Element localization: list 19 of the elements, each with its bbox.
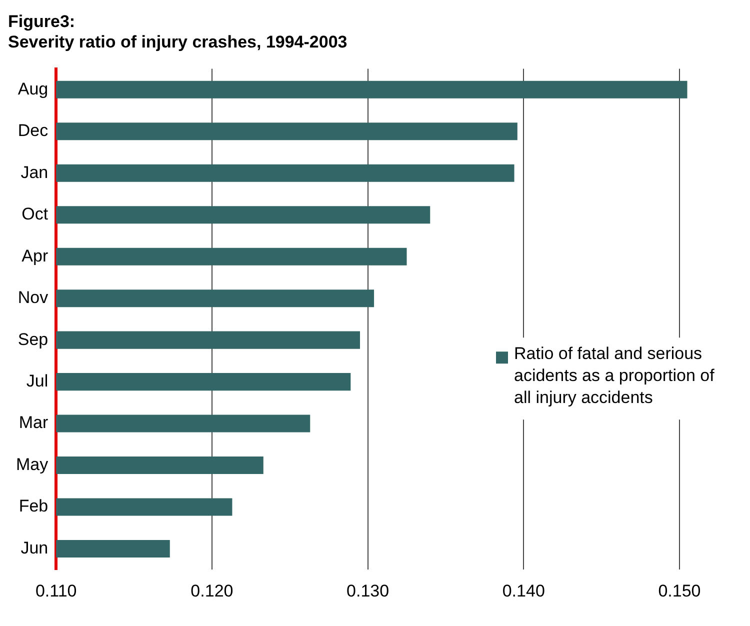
legend-label: Ratio of fatal and serious acidents as a proportion of all injury accidents: [514, 344, 715, 407]
x-tick-label: 0.130: [346, 581, 390, 600]
x-tick-label: 0.150: [658, 581, 701, 600]
y-tick-label: Jun: [20, 538, 48, 558]
x-tick-label: 0.120: [190, 581, 234, 600]
y-tick-label: Oct: [22, 204, 48, 224]
y-tick-label: Apr: [22, 246, 48, 266]
y-tick-label: Nov: [18, 288, 49, 308]
y-tick-label: Sep: [18, 330, 48, 349]
y-tick-label: Jul: [26, 371, 48, 390]
x-tick-label: 0.110: [35, 581, 77, 600]
y-tick-label: Mar: [18, 413, 48, 432]
chart-title: Figure3: Severity ratio of injury crashes, 1994-2003: [8, 12, 348, 52]
y-tick-label: May: [16, 454, 49, 474]
y-tick-label: Aug: [18, 79, 48, 98]
x-tick-label: 0.140: [502, 581, 545, 600]
y-tick-label: Dec: [18, 121, 49, 140]
y-tick-label: Jan: [20, 162, 48, 182]
y-tick-label: Feb: [18, 496, 48, 516]
